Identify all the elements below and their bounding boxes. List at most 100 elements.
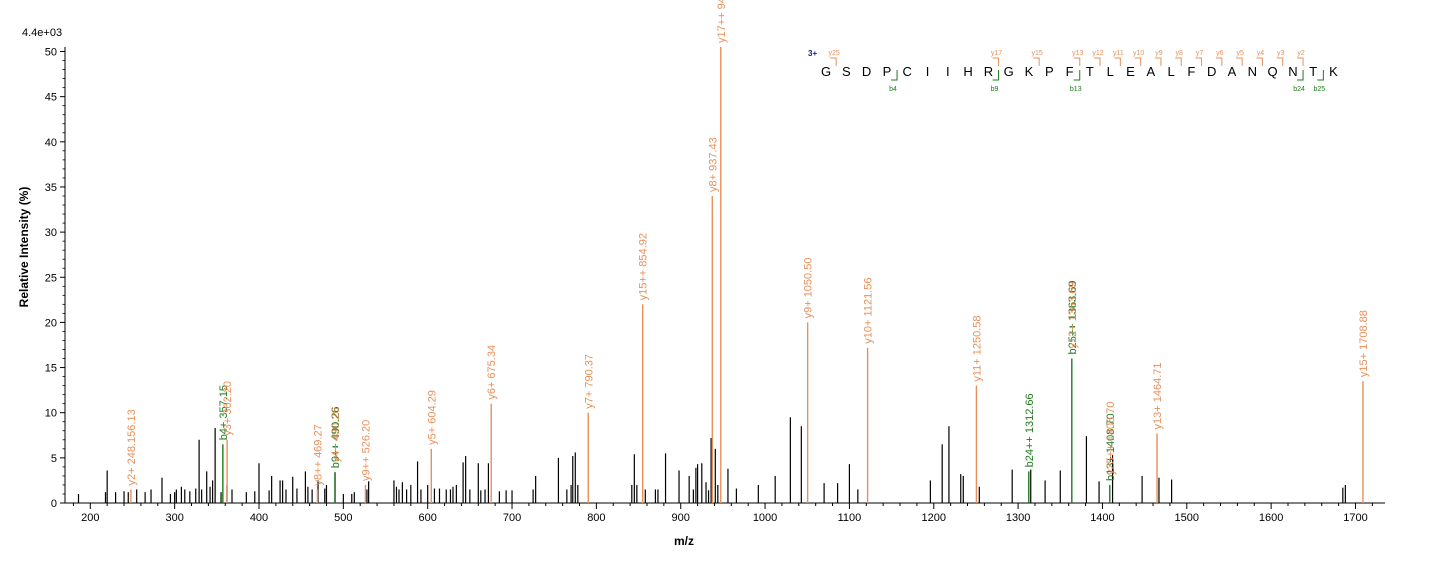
b-ion-bracket xyxy=(891,70,898,81)
sequence-residue: L xyxy=(1107,64,1114,79)
b-ion-bracket xyxy=(1317,70,1324,81)
x-tick-label: 1700 xyxy=(1343,512,1367,524)
sequence-residue: N xyxy=(1248,64,1257,79)
y-tick-label: 35 xyxy=(45,182,57,194)
b-ion-label: b13 xyxy=(1070,86,1082,93)
sequence-residue: C xyxy=(903,64,912,79)
y-ion-bracket xyxy=(992,57,1000,66)
axes: 0 5 10 15 20 25 30 35 40 45 50 200 300 400 500 600 700 80… xyxy=(45,47,1385,524)
y-ion-label: y15 xyxy=(1032,50,1043,57)
y-ion-label: y17 xyxy=(991,50,1002,57)
peak-label: y7+ 790.37 xyxy=(583,354,595,409)
peak-label: b9++ 490.26 xyxy=(330,407,342,469)
x-tick-label: 1100 xyxy=(838,512,862,524)
sequence-residue: F xyxy=(1066,64,1074,79)
peak-label: y15+ 1708.88 xyxy=(1358,310,1370,377)
scale-label: 4.4e+03 xyxy=(22,27,62,39)
y-ion-label: y2 xyxy=(1297,50,1305,57)
x-tick-label: 1300 xyxy=(1006,512,1030,524)
b-ion-bracket xyxy=(1297,70,1304,81)
y-ion-bracket xyxy=(1276,57,1284,66)
peak-label: b13+ 1408.70 xyxy=(1105,413,1117,481)
b-ion-bracket xyxy=(992,70,1000,81)
sequence-residue: P xyxy=(1045,64,1054,79)
sequence-residue: I xyxy=(926,64,930,79)
sequence-residue: D xyxy=(862,64,871,79)
y-tick-label: 25 xyxy=(45,272,57,284)
y-ion-label: y4 xyxy=(1257,50,1265,57)
y-ion-bracket xyxy=(830,57,837,66)
y-ion-bracket xyxy=(1094,57,1101,66)
y-ion-label: y10 xyxy=(1133,50,1144,57)
charge-label: 3+ xyxy=(808,49,817,58)
x-tick-label: 300 xyxy=(165,512,183,524)
x-tick-label: 600 xyxy=(419,512,437,524)
y-ion-label: y7 xyxy=(1196,50,1204,57)
peak-label: y17++ 947.49 xyxy=(716,0,728,43)
x-tick-label: 500 xyxy=(334,512,352,524)
peak-label: y9+ 1050.50 xyxy=(803,258,815,319)
peak-label: y25++ 1408.70 xyxy=(1105,402,1117,475)
x-tick-label: 1600 xyxy=(1259,512,1283,524)
peak-label: y9++ 526.20 xyxy=(360,420,372,481)
peak-label: y4+ 490.26 xyxy=(330,408,342,463)
sequence-residue: G xyxy=(821,64,831,79)
x-tick-label: 700 xyxy=(503,512,521,524)
y-tick-label: 30 xyxy=(45,227,57,239)
peaks xyxy=(77,47,1364,503)
y-ion-bracket xyxy=(1154,57,1162,66)
sequence-residue: F xyxy=(1187,64,1195,79)
b-ion-label: b24 xyxy=(1293,86,1305,93)
y-ion-bracket xyxy=(1033,57,1040,66)
peak-label: y11+ 1250.58 xyxy=(971,315,983,381)
y-ion-bracket xyxy=(1073,57,1081,66)
sequence-residue: H xyxy=(963,64,972,79)
x-axis-title: m/z xyxy=(674,534,694,548)
sequence-residue: E xyxy=(1126,64,1135,79)
sequence-residue: K xyxy=(1025,64,1034,79)
x-tick-label: 900 xyxy=(672,512,690,524)
sequence-residue: D xyxy=(1207,64,1216,79)
peak-label: y6+ 675.34 xyxy=(486,345,498,400)
sequence-residue: P xyxy=(883,64,892,79)
sequence-residue: R xyxy=(984,64,993,79)
b-ion-bracket xyxy=(1073,70,1081,81)
sequence-residue: K xyxy=(1329,64,1338,79)
y-tick-label: 20 xyxy=(45,317,57,329)
sequence-residue: L xyxy=(1167,64,1174,79)
sequence-residue: A xyxy=(1146,64,1155,79)
sequence-residue: Q xyxy=(1268,64,1278,79)
y-ion-label: y25 xyxy=(829,50,840,57)
y-tick-label: 10 xyxy=(45,408,57,420)
y-tick-label: 45 xyxy=(45,92,57,104)
peak-label: y8+ 937.43 xyxy=(707,137,719,192)
y-tick-label: 5 xyxy=(51,453,57,465)
y-ion-label: y12 xyxy=(1092,50,1103,57)
y-ion-bracket xyxy=(1195,57,1203,66)
peak-label: y12+ 1363.69 xyxy=(1067,282,1079,349)
y-ion-bracket xyxy=(1236,57,1243,66)
peak-label: b4+ 357.15 xyxy=(218,385,230,440)
sequence-residue: S xyxy=(842,64,851,79)
sequence-residue: T xyxy=(1309,64,1317,79)
peak-label: y5+ 604.29 xyxy=(426,390,438,445)
b-ion-label: b4 xyxy=(889,86,897,93)
b-ion-label: b9 xyxy=(991,86,999,93)
x-tick-label: 1400 xyxy=(1090,512,1114,524)
peak-label: y15++ 854.92 xyxy=(638,233,650,300)
peak-label: y2+ 248.156.13 xyxy=(126,409,138,485)
x-tick-label: 400 xyxy=(250,512,268,524)
y-ion-bracket xyxy=(1256,57,1263,66)
y-axis-title: Relative Intensity (%) xyxy=(17,187,31,308)
y-ion-label: y6 xyxy=(1216,50,1224,57)
y-ion-bracket xyxy=(1175,57,1182,66)
y-ion-label: y8 xyxy=(1176,50,1184,57)
y-tick-label: 50 xyxy=(45,47,57,59)
y-ion-bracket xyxy=(1215,57,1223,66)
sequence-residue: T xyxy=(1086,64,1094,79)
x-tick-label: 200 xyxy=(81,512,99,524)
peak-label: y3+ 362.20 xyxy=(222,381,234,436)
x-tick-label: 1200 xyxy=(922,512,946,524)
